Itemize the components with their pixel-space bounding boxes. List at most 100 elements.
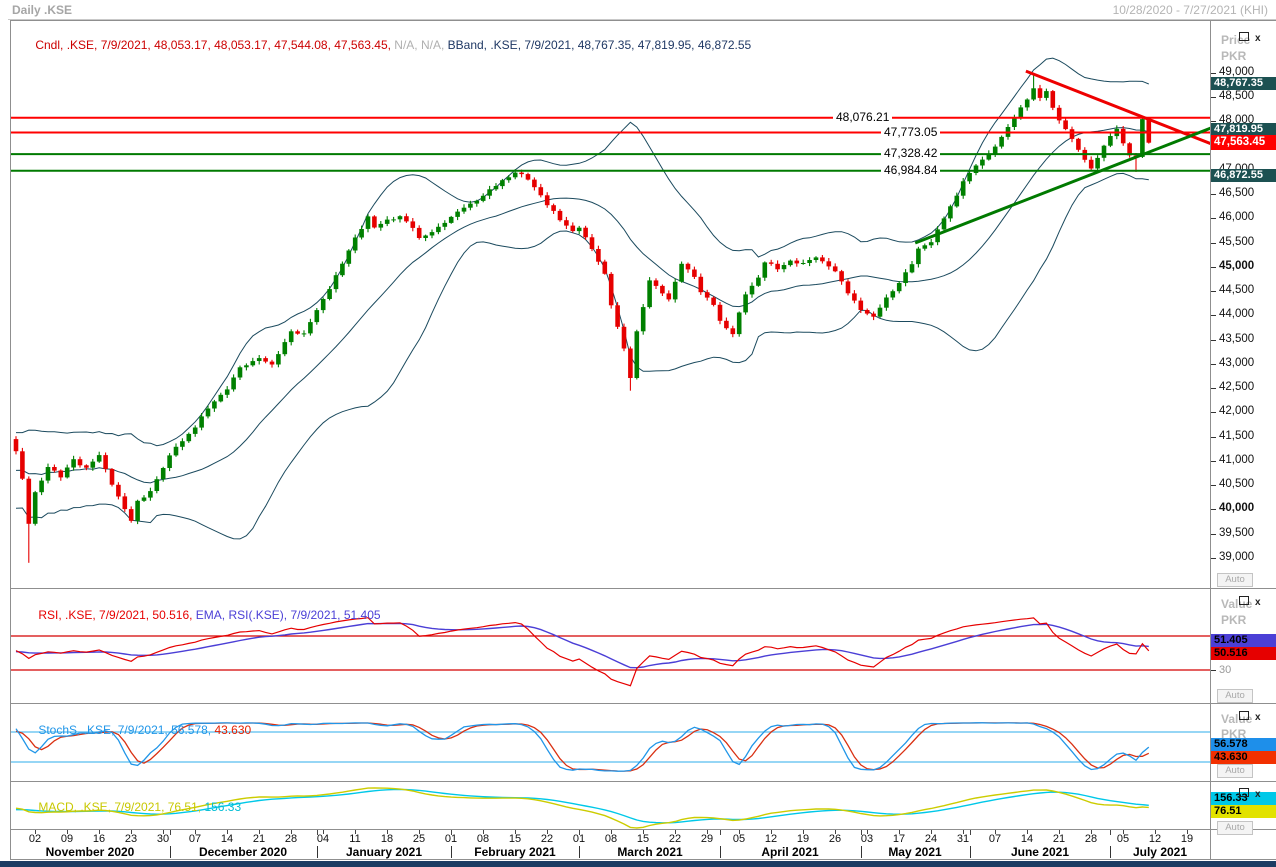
axis-tick — [803, 830, 804, 834]
price-level-label: 47,328.42 — [881, 147, 941, 160]
axis-tick — [835, 830, 836, 834]
price-tick-label: 39,000 — [1219, 551, 1255, 563]
price-tick-mark — [1211, 485, 1216, 486]
stoch-auto-button[interactable]: Auto — [1217, 764, 1253, 778]
day-label: 30 — [156, 833, 170, 845]
axis-tick — [195, 830, 196, 834]
day-label: 16 — [92, 833, 106, 845]
month-separator — [170, 846, 171, 858]
axis-tick — [643, 830, 644, 834]
price-chart-plot[interactable] — [11, 21, 1210, 588]
axis-tick — [515, 830, 516, 834]
price-tick-label: 42,000 — [1219, 405, 1255, 417]
axis-tick — [227, 830, 228, 834]
day-label: 07 — [988, 833, 1002, 845]
axis-tick — [1187, 830, 1188, 834]
price-tick-label: 45,000 — [1219, 260, 1255, 272]
panel-border — [10, 20, 1276, 21]
maximize-icon[interactable] — [1239, 32, 1249, 41]
day-label: 05 — [1116, 833, 1130, 845]
rsi-tick-mark — [1211, 670, 1216, 671]
macd-auto-button[interactable]: Auto — [1217, 821, 1253, 835]
price-tick-mark — [1211, 437, 1216, 438]
axis-tick — [547, 830, 548, 834]
axis-tick — [259, 830, 260, 834]
axis-tick — [163, 830, 164, 834]
price-tick-label: 46,000 — [1219, 211, 1255, 223]
price-tick-mark — [1211, 364, 1216, 365]
indicator-value-badge: 51.405 — [1211, 634, 1276, 647]
day-label: 14 — [220, 833, 234, 845]
price-tick-label: 41,500 — [1219, 430, 1255, 442]
price-tick-mark — [1211, 315, 1216, 316]
day-label: 29 — [700, 833, 714, 845]
day-label: 23 — [124, 833, 138, 845]
month-separator — [970, 846, 971, 858]
maximize-icon[interactable] — [1239, 711, 1249, 720]
price-auto-button[interactable]: Auto — [1217, 573, 1253, 587]
axis-tick — [739, 830, 740, 834]
stoch-legend: StochS, .KSE, 7/9/2021, 56.578, 43.630 — [25, 709, 251, 751]
day-label: 18 — [380, 833, 394, 845]
month-separator — [451, 846, 452, 858]
rsi-auto-button[interactable]: Auto — [1217, 689, 1253, 703]
close-icon[interactable]: x — [1255, 33, 1261, 44]
plot-left-border — [10, 20, 11, 860]
month-label: December 2020 — [198, 845, 288, 859]
axis-tick — [861, 830, 862, 835]
day-label: 19 — [796, 833, 810, 845]
month-label: July 2021 — [1132, 845, 1188, 859]
close-icon[interactable]: x — [1255, 712, 1261, 723]
price-axis-unit: PKR — [1221, 49, 1247, 63]
maximize-icon[interactable] — [1239, 788, 1249, 797]
indicator-value-badge: 43.630 — [1211, 751, 1276, 764]
day-label: 08 — [476, 833, 490, 845]
day-label: 02 — [28, 833, 42, 845]
month-separator — [579, 846, 580, 858]
axis-tick — [419, 830, 420, 834]
rsi-axis-title: Value — [1221, 597, 1253, 611]
bollinger-value-badge: 48,767.35 — [1211, 77, 1276, 90]
rsi-legend: RSI, .KSE, 7/9/2021, 50.516, EMA, RSI(.K… — [25, 594, 380, 636]
stoch-legend-d: 43.630 — [211, 723, 252, 737]
axis-tick — [387, 830, 388, 834]
price-tick-label: 42,500 — [1219, 381, 1255, 393]
panel-border — [10, 703, 1276, 704]
price-tick-mark — [1211, 461, 1216, 462]
rsi-tick-label: 30 — [1219, 664, 1232, 676]
day-label: 01 — [572, 833, 586, 845]
close-icon[interactable]: x — [1255, 597, 1261, 608]
price-axis-title: Price — [1221, 33, 1251, 47]
day-label: 26 — [828, 833, 842, 845]
chart-title: Daily .KSE — [12, 3, 73, 17]
axis-tick — [1059, 830, 1060, 834]
close-icon[interactable]: x — [1255, 789, 1261, 800]
axis-tick — [963, 830, 964, 834]
bollinger-value-badge: 46,872.55 — [1211, 169, 1276, 182]
rsi-panel-controls: x — [1239, 592, 1261, 610]
axis-tick — [35, 830, 36, 834]
month-separator — [861, 846, 862, 858]
price-tick-label: 49,000 — [1219, 66, 1255, 78]
price-tick-label: 39,500 — [1219, 527, 1255, 539]
day-label: 07 — [188, 833, 202, 845]
title-divider — [8, 19, 1276, 20]
month-separator — [720, 846, 721, 858]
price-tick-label: 43,000 — [1219, 357, 1255, 369]
macd-panel-controls: x — [1239, 784, 1261, 802]
price-tick-mark — [1211, 97, 1216, 98]
axis-tick — [867, 830, 868, 834]
axis-tick — [1027, 830, 1028, 834]
axis-tick — [707, 830, 708, 834]
indicator-value-badge: 56.578 — [1211, 738, 1276, 751]
month-label: March 2021 — [617, 845, 683, 859]
price-tick-label: 46,500 — [1219, 187, 1255, 199]
axis-tick — [131, 830, 132, 834]
price-level-label: 46,984.84 — [881, 164, 941, 177]
price-tick-mark — [1211, 73, 1216, 74]
axis-tick — [931, 830, 932, 834]
maximize-icon[interactable] — [1239, 596, 1249, 605]
price-tick-mark — [1211, 218, 1216, 219]
stoch-axis-unit: PKR — [1221, 727, 1247, 741]
panel-border — [10, 588, 1276, 589]
